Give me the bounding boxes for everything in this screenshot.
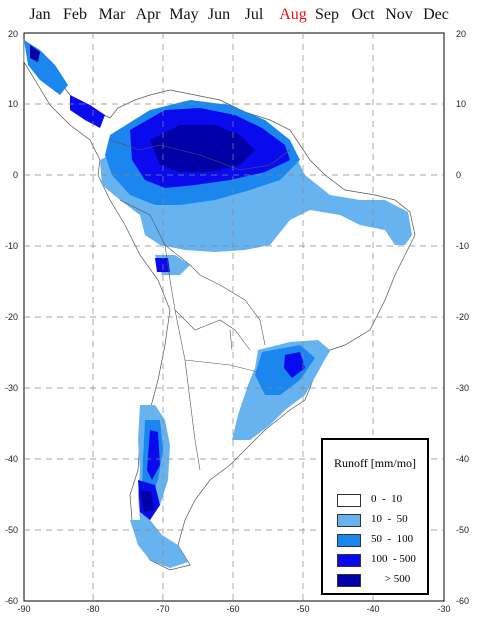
month-aug[interactable]: Aug [279,6,307,23]
lat-tick: 20 [456,29,466,39]
lon-tick: -60 [226,604,239,614]
lon-tick: -70 [156,604,169,614]
lon-tick: -30 [437,604,450,614]
month-dec[interactable]: Dec [423,6,449,23]
lat-tick: 10 [456,99,466,109]
lon-tick: -80 [86,604,99,614]
lat-tick: -60 [5,596,18,606]
month-nov[interactable]: Nov [385,6,413,23]
lat-tick-labels-left: 20 10 0 -10 -20 -30 -40 -50 -60 [5,29,18,606]
legend-label: 100 - 500 [371,553,416,565]
lat-tick: -50 [456,525,469,535]
legend-swatch [337,534,361,547]
month-feb[interactable]: Feb [63,6,87,23]
month-selector: Jan Feb Mar Apr May Jun Jul Aug Sep Oct … [0,2,492,30]
legend-label: 0 - 10 [371,493,403,505]
lon-tick-labels: -90 -80 -70 -60 -50 -40 -30 [17,604,450,614]
legend-swatch [337,514,361,527]
lat-tick: -40 [456,454,469,464]
lat-tick: -20 [456,312,469,322]
lat-tick: -10 [5,241,18,251]
legend-item: 100 - 500 [337,553,427,568]
month-jan[interactable]: Jan [29,6,51,23]
month-oct[interactable]: Oct [351,6,375,23]
lon-tick: -50 [296,604,309,614]
legend-item: 0 - 10 [337,493,427,508]
legend-label: > 500 [371,573,411,585]
month-apr[interactable]: Apr [135,6,161,23]
lat-tick: -40 [5,454,18,464]
lon-tick: -90 [17,604,30,614]
month-mar[interactable]: Mar [98,6,126,23]
lat-tick: -10 [456,241,469,251]
lon-tick: -40 [366,604,379,614]
month-may[interactable]: May [169,6,199,23]
month-jun[interactable]: Jun [207,6,231,23]
lat-tick: -30 [456,383,469,393]
legend-label: 50 - 100 [371,533,414,545]
lat-tick: 20 [8,29,18,39]
lat-tick: -60 [456,596,469,606]
legend-title: Runoff [mm/mo] [333,456,417,470]
legend-swatch [337,574,361,587]
legend-swatch [337,494,361,507]
legend-item: > 500 [337,573,427,588]
lat-tick: 0 [13,170,18,180]
month-sep[interactable]: Sep [315,6,339,23]
lat-tick: -20 [5,312,18,322]
month-jul[interactable]: Jul [244,6,264,23]
lat-tick: -50 [5,525,18,535]
legend-swatch [337,554,361,567]
legend-item: 50 - 100 [337,533,427,548]
legend-item: 10 - 50 [337,513,427,528]
legend: Runoff [mm/mo] 0 - 10 10 - 50 50 - 100 1… [321,438,429,595]
lat-tick: -30 [5,383,18,393]
country-borders [109,139,291,471]
lat-tick-labels-right: 20 10 0 -10 -20 -30 -40 -50 -60 [456,29,469,606]
legend-label: 10 - 50 [371,513,408,525]
runoff-zone-over-500 [30,45,255,512]
lat-tick: 10 [8,99,18,109]
lat-tick: 0 [456,170,461,180]
